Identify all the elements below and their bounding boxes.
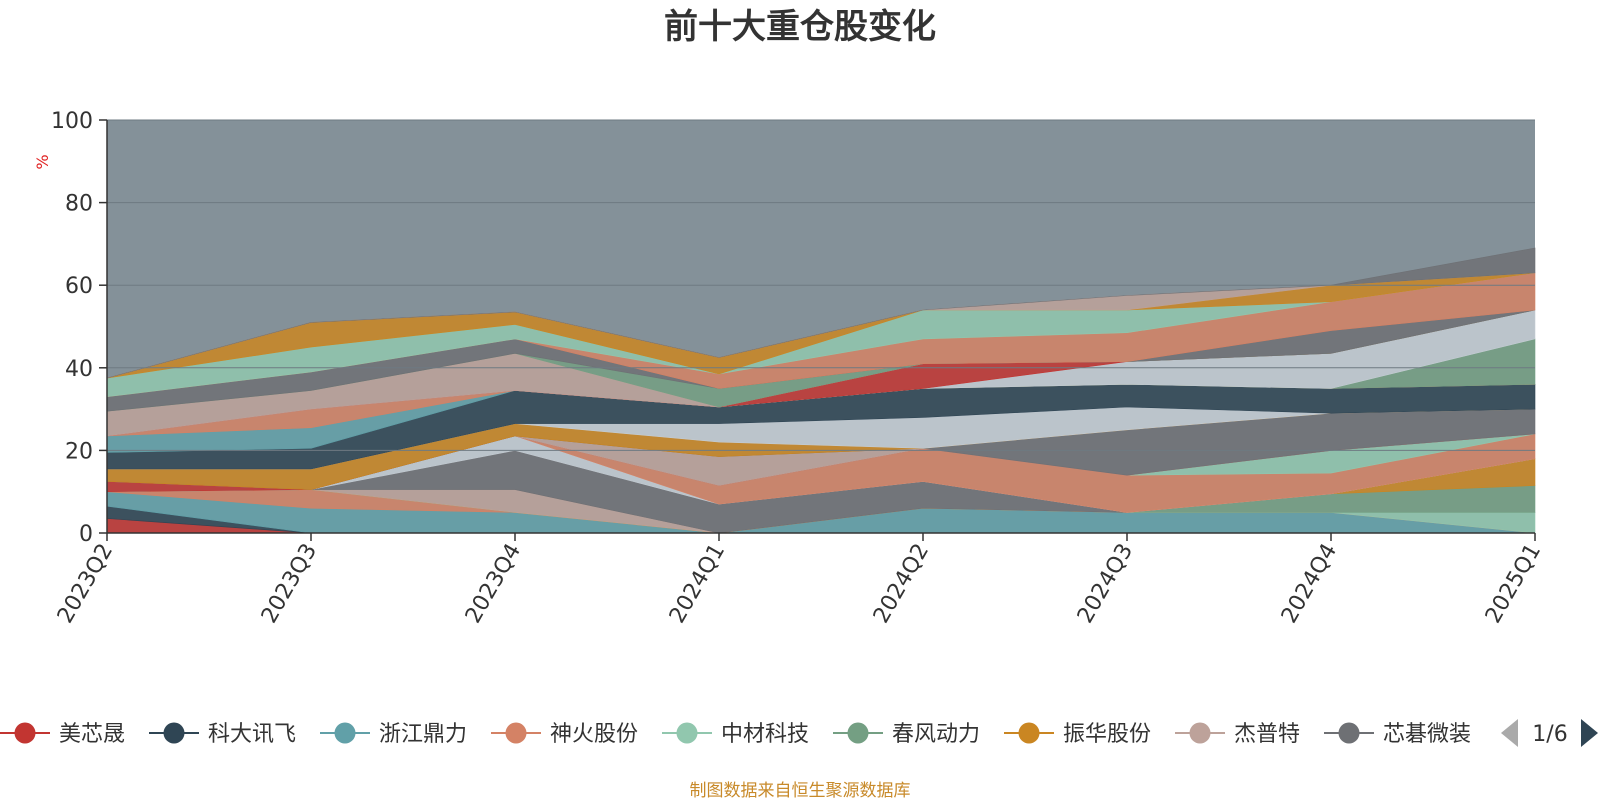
legend-circle-marker xyxy=(1018,722,1040,744)
legend-item[interactable]: 浙江鼎力 xyxy=(320,722,467,747)
x-tick-label: 2024Q4 xyxy=(1277,540,1342,628)
x-tick-label: 2025Q1 xyxy=(1481,540,1546,628)
legend-label: 科大讯飞 xyxy=(208,722,296,747)
legend-item[interactable]: 美芯晟 xyxy=(0,722,125,747)
legend-label: 春风动力 xyxy=(892,722,980,747)
x-tick-label: 2024Q2 xyxy=(869,540,934,628)
legend-item[interactable]: 芯碁微装 xyxy=(1324,722,1471,747)
y-tick-label: 40 xyxy=(65,357,93,382)
legend-items: 美芯晟 科大讯飞 浙江鼎力 神火股份 中材科技 春风动力 振华股份 杰普特 芯碁微装 xyxy=(0,722,1471,747)
data-source-note: 制图数据来自恒生聚源数据库 xyxy=(690,781,911,800)
legend-label: 美芯晟 xyxy=(59,722,125,747)
legend-label: 振华股份 xyxy=(1063,722,1151,747)
y-tick-label: 60 xyxy=(65,274,93,299)
legend-label: 杰普特 xyxy=(1234,722,1300,747)
y-tick-label: 80 xyxy=(65,192,93,217)
legend-circle-marker xyxy=(847,722,869,744)
chart-title: 前十大重仓股变化 xyxy=(664,7,936,47)
legend-circle-marker xyxy=(1189,722,1211,744)
legend-circle-marker xyxy=(1338,722,1360,744)
y-tick-label: 0 xyxy=(79,522,93,547)
x-tick-label: 2023Q4 xyxy=(461,540,526,628)
legend-page-indicator: 1/6 xyxy=(1532,722,1567,747)
legend-circle-marker xyxy=(334,722,356,744)
legend-next-page-icon[interactable] xyxy=(1581,719,1598,747)
legend-item[interactable]: 科大讯飞 xyxy=(149,722,296,747)
legend-circle-marker xyxy=(163,722,185,744)
legend-label: 浙江鼎力 xyxy=(379,722,467,747)
legend-circle-marker xyxy=(14,722,36,744)
legend-item[interactable]: 春风动力 xyxy=(833,722,980,747)
legend-label: 神火股份 xyxy=(550,722,638,747)
stacked-areas xyxy=(106,247,1536,534)
area-series-33 xyxy=(106,247,1536,379)
legend-label: 芯碁微装 xyxy=(1383,722,1471,747)
legend-circle-marker xyxy=(505,722,527,744)
x-tick-label: 2024Q1 xyxy=(665,540,730,628)
x-tick-label: 2023Q3 xyxy=(257,540,322,628)
legend-circle-marker xyxy=(676,722,698,744)
legend-item[interactable]: 振华股份 xyxy=(1004,722,1151,747)
y-axis-label: % xyxy=(33,154,52,169)
legend-label: 中材科技 xyxy=(721,722,809,747)
y-tick-label: 20 xyxy=(65,439,93,464)
legend-item[interactable]: 中材科技 xyxy=(662,722,809,747)
y-tick-label: 100 xyxy=(51,109,93,134)
grid-lines xyxy=(107,119,1535,451)
legend-prev-page-icon[interactable] xyxy=(1501,719,1518,747)
legend[interactable]: 美芯晟 科大讯飞 浙江鼎力 神火股份 中材科技 春风动力 振华股份 杰普特 芯碁微装 1/6 xyxy=(0,719,1598,747)
x-tick-label: 2023Q2 xyxy=(53,540,118,628)
legend-item[interactable]: 杰普特 xyxy=(1175,722,1300,747)
legend-item[interactable]: 神火股份 xyxy=(491,722,638,747)
x-tick-label: 2024Q3 xyxy=(1073,540,1138,628)
